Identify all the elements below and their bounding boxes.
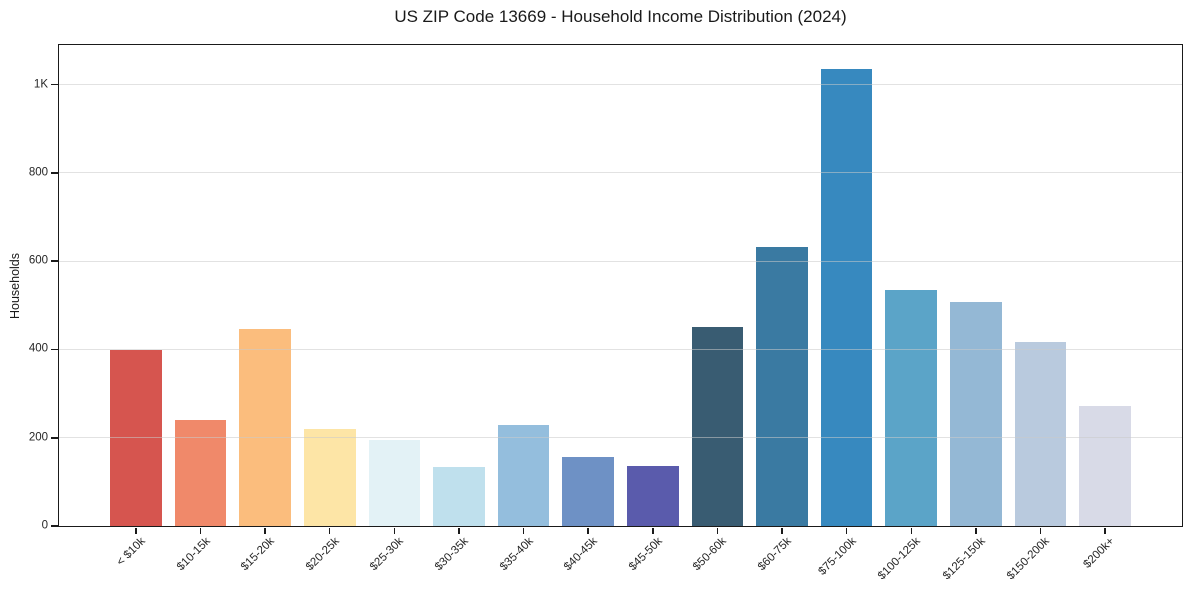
bar-$25-30k (368, 439, 421, 526)
x-tick-label-$35-40k: $35-40k (497, 535, 536, 574)
bar-$20-25k (303, 428, 356, 526)
y-tick-label-1K: 1K (33, 77, 48, 90)
bar-< $10k (110, 349, 162, 526)
x-tick-mark-$100-125k (910, 527, 912, 534)
x-tick-label-$45-50k: $45-50k (626, 535, 665, 574)
y-tick-label-400: 400 (28, 342, 48, 355)
bar-$10-15k (174, 420, 227, 526)
x-tick-label-$60-75k: $60-75k (755, 535, 794, 574)
x-tick-mark-$25-30k (393, 527, 396, 534)
x-tick-label-$100-125k: $100-125k (876, 535, 924, 583)
y-tick-label-200: 200 (28, 430, 48, 443)
x-tick-mark-$45-50k (652, 527, 654, 534)
x-tick-mark-$125-150k (975, 527, 977, 534)
x-tick-mark-$15-20k (264, 527, 266, 534)
bar-$75-100k (820, 69, 873, 526)
y-tick-mark-200 (51, 437, 58, 439)
x-tick-label-$15-20k: $15-20k (239, 535, 277, 574)
y-axis-label-wrap: Households (0, 44, 30, 527)
bar-$200k+ (1079, 405, 1131, 526)
y-tick-mark-0 (51, 525, 58, 527)
bar-$50-60k (691, 326, 744, 526)
x-tick-mark-$20-25k (328, 527, 331, 534)
bar-$100-125k (885, 289, 938, 526)
gridline-400 (59, 349, 1182, 350)
y-tick-label-600: 600 (28, 254, 48, 267)
bar-$150-200k (1014, 341, 1067, 526)
x-tick-label-$150-200k: $150-200k (1005, 535, 1053, 583)
y-tick-mark-600 (51, 260, 58, 262)
x-tick-label-$50-60k: $50-60k (691, 535, 730, 574)
bar-$60-75k (756, 246, 808, 526)
x-tick-mark-< $10k (135, 527, 137, 534)
y-tick-label-0: 0 (41, 519, 48, 532)
x-tick-mark-$40-45k (587, 527, 589, 534)
gridline-800 (59, 172, 1182, 174)
x-tick-mark-$150-200k (1039, 527, 1042, 534)
x-tick-label-$10-15k: $10-15k (174, 535, 213, 574)
x-tick-label-$40-45k: $40-45k (562, 535, 600, 574)
bar-$35-40k (497, 425, 550, 526)
x-tick-label-$30-35k: $30-35k (432, 535, 471, 574)
x-tick-label-$25-30k: $25-30k (368, 535, 407, 574)
plot-area: 0 200 400 600 800 1K < $10k $10-15k $15-20k $20-2… (29, 44, 1183, 582)
x-tick-label-$200k+: $200k+ (1081, 535, 1117, 571)
x-tick-mark-$35-40k (522, 527, 525, 534)
y-tick-mark-400 (51, 348, 58, 351)
y-tick-mark-1K (51, 83, 58, 86)
x-tick-label-< $10k: < $10k (114, 535, 148, 569)
x-tick-label-$125-150k: $125-150k (940, 535, 988, 583)
gridline-1K (59, 84, 1182, 86)
x-tick-mark-$50-60k (716, 527, 719, 534)
chart-title: US ZIP Code 13669 - Household Income Dis… (394, 7, 847, 26)
bar-$125-150k (950, 302, 1002, 526)
bar-$15-20k (239, 329, 291, 526)
bar-$45-50k (626, 466, 679, 526)
x-tick-mark-$75-100k (845, 527, 848, 534)
gridline-600 (59, 260, 1182, 262)
y-tick-label-800: 800 (28, 166, 48, 179)
x-tick-label-$75-100k: $75-100k (816, 535, 859, 578)
x-tick-mark-$10-15k (199, 527, 202, 534)
x-tick-mark-$30-35k (458, 527, 460, 534)
gridline-200 (59, 437, 1182, 439)
bar-$40-45k (562, 457, 615, 526)
x-tick-label-$20-25k: $20-25k (303, 535, 342, 574)
bar-$30-35k (433, 467, 485, 526)
x-tick-mark-$60-75k (781, 527, 783, 534)
x-tick-mark-$200k+ (1104, 527, 1106, 534)
y-tick-mark-800 (51, 172, 58, 174)
